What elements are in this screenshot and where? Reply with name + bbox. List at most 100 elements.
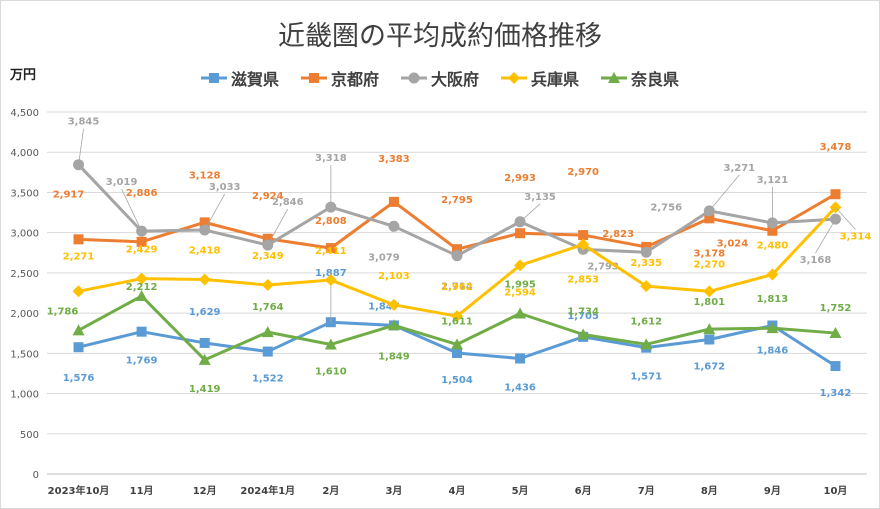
data-label: 1,995 bbox=[504, 280, 536, 291]
legend-swatch-icon bbox=[300, 73, 327, 83]
data-label: 2,271 bbox=[63, 251, 95, 262]
data-point-marker bbox=[704, 213, 715, 224]
data-point-marker bbox=[766, 268, 779, 281]
data-label-leader bbox=[815, 218, 836, 254]
data-point-marker bbox=[324, 338, 337, 350]
y-tick-label: 2,500 bbox=[10, 269, 39, 280]
legend-marker bbox=[408, 72, 420, 84]
data-label: 2,270 bbox=[693, 259, 725, 270]
chart-legend: 滋賀県 京都府 大阪府 兵庫県 奈良県 bbox=[0, 66, 880, 90]
data-point-marker bbox=[324, 274, 337, 287]
data-label: 2,993 bbox=[504, 173, 536, 184]
data-label: 3,135 bbox=[524, 192, 556, 203]
data-label: 1,962 bbox=[441, 282, 473, 293]
x-tick-label: 5月 bbox=[512, 485, 529, 497]
data-label: 1,752 bbox=[820, 303, 852, 314]
data-label: 1,887 bbox=[315, 268, 347, 279]
data-label: 2,808 bbox=[315, 216, 347, 227]
y-tick-label: 1,000 bbox=[10, 390, 39, 401]
series-兵庫県: 2,271 2,429 2,418 2,349 2,411 2,103 1,962 2,594… bbox=[63, 201, 871, 323]
legend-label: 兵庫県 bbox=[531, 70, 580, 89]
data-label: 2,349 bbox=[252, 251, 284, 262]
data-label: 3,168 bbox=[800, 255, 832, 266]
chart-title: 近畿圏の平均成約価格推移 bbox=[278, 21, 602, 52]
data-point-marker bbox=[830, 189, 841, 200]
data-point-marker bbox=[388, 220, 400, 232]
data-label: 3,271 bbox=[723, 163, 755, 174]
x-tick-label: 6月 bbox=[575, 485, 592, 497]
data-point-marker bbox=[452, 348, 462, 359]
data-label: 2,846 bbox=[272, 197, 304, 208]
data-point-marker bbox=[199, 337, 210, 348]
y-tick-label: 1,500 bbox=[10, 349, 39, 360]
x-tick-label: 9月 bbox=[764, 485, 781, 497]
data-label: 2,795 bbox=[441, 195, 473, 206]
data-point-marker bbox=[387, 319, 400, 331]
data-label: 1,419 bbox=[189, 384, 221, 395]
data-point-marker bbox=[640, 338, 653, 350]
data-label: 1,610 bbox=[315, 366, 347, 377]
data-label: 1,576 bbox=[63, 373, 95, 384]
data-label: 2,853 bbox=[567, 274, 599, 285]
data-label: 1,846 bbox=[757, 345, 789, 356]
data-label: 3,178 bbox=[693, 248, 725, 259]
x-tick-label: 2月 bbox=[322, 485, 339, 497]
data-label: 1,849 bbox=[378, 351, 410, 362]
data-label: 2,823 bbox=[602, 229, 634, 240]
data-label: 2,418 bbox=[189, 245, 221, 256]
data-point-marker bbox=[767, 225, 778, 236]
data-label: 1,611 bbox=[441, 316, 473, 327]
data-point-marker bbox=[514, 307, 527, 319]
data-point-marker bbox=[640, 280, 653, 293]
data-point-marker bbox=[515, 353, 526, 364]
data-point-marker bbox=[829, 327, 842, 339]
data-point-marker bbox=[703, 323, 716, 335]
data-label: 2,793 bbox=[587, 261, 619, 272]
legend-marker bbox=[308, 73, 319, 83]
data-point-marker bbox=[72, 324, 85, 336]
data-point-marker bbox=[577, 328, 590, 340]
data-label: 1,571 bbox=[630, 372, 662, 383]
data-label-leader bbox=[121, 188, 142, 232]
y-tick-label: 2,000 bbox=[10, 309, 39, 320]
data-point-marker bbox=[577, 238, 590, 251]
data-label: 3,478 bbox=[820, 142, 852, 153]
x-tick-label: 4月 bbox=[449, 485, 466, 497]
y-tick-label: 4,000 bbox=[10, 148, 39, 159]
data-label: 2,917 bbox=[53, 189, 85, 200]
data-label: 3,128 bbox=[189, 170, 221, 181]
data-label: 2,411 bbox=[315, 246, 347, 257]
data-label: 2,335 bbox=[630, 258, 662, 269]
x-tick-label: 2023年10月 bbox=[48, 484, 110, 497]
x-tick-label: 3月 bbox=[385, 485, 402, 497]
data-label: 2,756 bbox=[650, 202, 682, 213]
data-point-marker bbox=[704, 334, 715, 345]
data-point-marker bbox=[766, 322, 779, 334]
data-label: 1,629 bbox=[189, 307, 221, 318]
y-tick-label: 4,500 bbox=[10, 108, 39, 119]
legend-label: 奈良県 bbox=[631, 70, 680, 89]
data-label: 1,734 bbox=[567, 307, 599, 318]
data-label: 3,019 bbox=[106, 177, 138, 188]
data-label: 1,504 bbox=[441, 375, 473, 386]
data-label: 1,764 bbox=[252, 302, 284, 313]
data-point-marker bbox=[703, 285, 716, 298]
data-label: 3,079 bbox=[368, 252, 400, 263]
data-point-marker bbox=[451, 338, 463, 350]
legend-item-京都府: 京都府 bbox=[300, 66, 379, 90]
data-label-leader bbox=[835, 207, 856, 230]
data-label-leader bbox=[204, 193, 226, 231]
data-point-marker bbox=[261, 326, 274, 338]
data-label: 2,429 bbox=[126, 245, 158, 256]
data-point-marker bbox=[73, 342, 84, 353]
data-label-leader bbox=[78, 128, 84, 165]
data-label: 3,033 bbox=[209, 182, 241, 193]
data-label: 1,801 bbox=[693, 297, 725, 308]
data-label: 2,212 bbox=[126, 282, 158, 293]
data-point-marker bbox=[198, 353, 211, 365]
data-label: 2,970 bbox=[567, 167, 599, 178]
data-point-marker bbox=[262, 233, 273, 244]
data-label: 2,594 bbox=[504, 287, 536, 298]
x-tick-label: 12月 bbox=[193, 485, 217, 497]
